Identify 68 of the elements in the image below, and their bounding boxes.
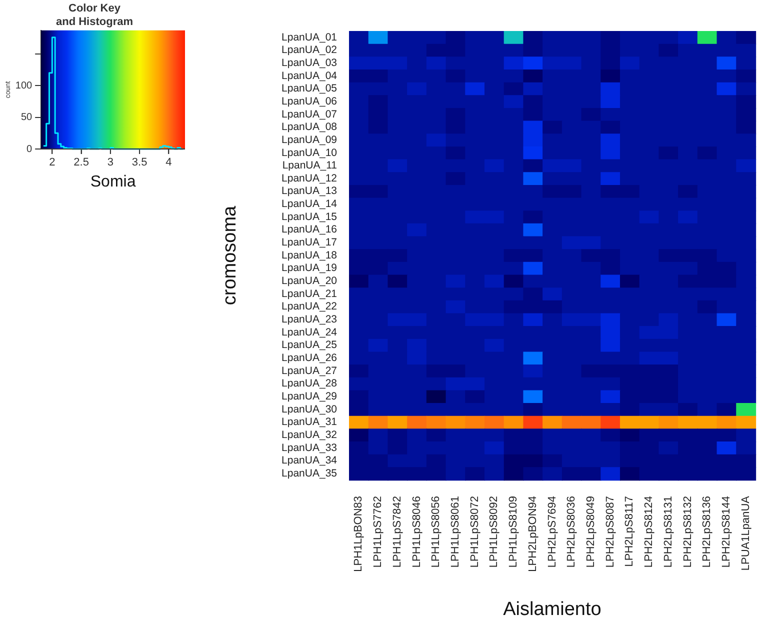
color-bar-label: 2.5 bbox=[74, 156, 89, 169]
y-tick-label: LpanUA_18 bbox=[282, 249, 338, 262]
x-tick-label: LPH2LpS8144 bbox=[720, 496, 732, 568]
y-tick-label: 100 bbox=[15, 80, 33, 92]
x-tick-label: LPH2LpS8136 bbox=[701, 496, 714, 568]
y-tick-label: LpanUA_29 bbox=[282, 390, 338, 403]
x-tick-label: LPH2LpS8036 bbox=[566, 496, 578, 568]
y-tick-label: LpanUA_35 bbox=[282, 467, 338, 480]
x-tick-label: LPH2LpS8131 bbox=[662, 496, 674, 568]
y-tick-label: LpanUA_15 bbox=[282, 210, 338, 223]
x-tick-label: LPH1LpS7842 bbox=[391, 496, 404, 568]
y-tick-label: LpanUA_01 bbox=[282, 31, 338, 44]
color-bar-label: 2 bbox=[49, 156, 56, 169]
y-tick-label: LpanUA_24 bbox=[282, 326, 338, 338]
y-tick-label: LpanUA_31 bbox=[282, 416, 338, 428]
y-tick-label: LpanUA_21 bbox=[282, 288, 338, 300]
x-tick-label: LPH2LpS8117 bbox=[624, 496, 636, 567]
y-tick-label: LpanUA_02 bbox=[282, 44, 338, 56]
y-tick-label: LpanUA_14 bbox=[282, 198, 338, 210]
y-tick-label: LpanUA_16 bbox=[282, 224, 338, 236]
x-tick-label: LPUA1LpanUA bbox=[740, 495, 752, 571]
y-tick-label: 50 bbox=[20, 112, 33, 124]
y-tick-label: LpanUA_09 bbox=[282, 134, 338, 146]
x-tick-label: LPH1LpS8072 bbox=[468, 496, 481, 568]
x-tick-label: LPH1LpS8046 bbox=[410, 496, 423, 568]
y-tick-label: LpanUA_20 bbox=[282, 275, 338, 288]
y-tick-label: 0 bbox=[26, 144, 33, 155]
y-tick-label: LpanUA_33 bbox=[282, 442, 338, 454]
x-tick-label: LPH1LpS7762 bbox=[372, 496, 384, 568]
color-bar-title: Somia bbox=[90, 173, 136, 190]
x-tick-label: LPH1LpS8092 bbox=[488, 496, 500, 568]
y-tick-label: LpanUA_17 bbox=[282, 236, 338, 249]
y-tick-label: LpanUA_13 bbox=[282, 185, 338, 198]
y-tick-label: LpanUA_11 bbox=[282, 160, 338, 172]
y-tick-label: LpanUA_34 bbox=[282, 454, 338, 467]
x-tick-label: LPH1LpBON83 bbox=[352, 496, 365, 572]
y-tick-label: LpanUA_05 bbox=[282, 82, 338, 95]
y-tick-label: LpanUA_03 bbox=[282, 56, 338, 69]
y-tick-label: LpanUA_07 bbox=[282, 108, 338, 120]
y-tick-label: LpanUA_28 bbox=[282, 378, 338, 390]
y-tick-label: LpanUA_06 bbox=[282, 95, 338, 108]
color-bar-label: 4 bbox=[166, 156, 172, 169]
y-tick-label: LpanUA_25 bbox=[282, 339, 338, 352]
y-tick-label: LpanUA_19 bbox=[282, 262, 338, 274]
x-tick-label: LPH1LpS8109 bbox=[508, 496, 520, 568]
y-tick-label: LpanUA_22 bbox=[282, 300, 338, 313]
x-axis-title: Aislamiento bbox=[503, 598, 602, 620]
x-tick-label: LPH2LpS8087 bbox=[604, 496, 616, 568]
x-tick-label: LPH2LpS8132 bbox=[682, 496, 694, 568]
color-bar-label: 3 bbox=[107, 156, 114, 169]
y-axis-title: cromosoma bbox=[220, 205, 241, 306]
y-tick-label: LpanUA_04 bbox=[282, 70, 338, 82]
y-tick-label: LpanUA_12 bbox=[282, 172, 338, 184]
x-tick-label: LPH2LpBON94 bbox=[526, 496, 539, 572]
x-tick-label: LPH2LpS8124 bbox=[643, 496, 656, 568]
chart-title: Color Key and Histogram bbox=[56, 2, 134, 28]
x-tick-label: LPH2LpS7694 bbox=[546, 496, 558, 568]
y-tick-label: LpanUA_23 bbox=[282, 314, 338, 326]
x-tick-label: LPH2LpS8049 bbox=[584, 496, 597, 568]
y-tick-label: LpanUA_08 bbox=[282, 121, 338, 134]
y-tick-label: LpanUA_30 bbox=[282, 403, 338, 416]
y-tick-label: LpanUA_26 bbox=[282, 352, 338, 364]
y-tick-label: LpanUA_27 bbox=[282, 364, 338, 377]
color-bar-label: 3.5 bbox=[132, 156, 148, 169]
x-tick-label: LPH1LpS8056 bbox=[430, 496, 442, 568]
x-tick-label: LPH1LpS8061 bbox=[449, 496, 462, 568]
y-tick-label: LpanUA_32 bbox=[282, 428, 338, 441]
y-tick-label: LpanUA_10 bbox=[282, 146, 338, 159]
